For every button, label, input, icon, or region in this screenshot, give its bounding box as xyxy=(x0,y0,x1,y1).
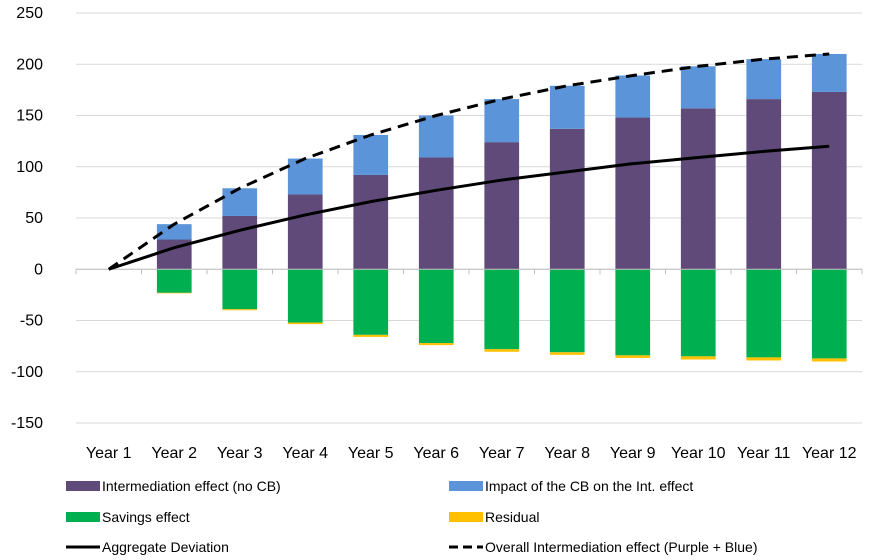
y-tick-label-150: 150 xyxy=(16,108,43,125)
legend-label: Impact of the CB on the Int. effect xyxy=(485,478,693,494)
bar-residual-year-11 xyxy=(746,357,782,361)
bar-savings-effect-year-6 xyxy=(418,269,454,344)
bar-savings-effect-year-4 xyxy=(287,269,323,323)
legend-label: Aggregate Deviation xyxy=(102,539,229,555)
legend-label: Residual xyxy=(485,509,539,525)
bar-impact-of-the-cb-on-the-int-effect-year-12 xyxy=(811,54,847,92)
y-tick-label-50: 50 xyxy=(25,210,43,227)
bar-intermediation-effect-no-cb-year-7 xyxy=(484,142,520,270)
bar-impact-of-the-cb-on-the-int-effect-year-3 xyxy=(222,188,258,216)
x-tick-label-year-3: Year 3 xyxy=(217,445,263,462)
x-tick-label-year-6: Year 6 xyxy=(413,445,459,462)
bar-residual-year-9 xyxy=(615,355,651,358)
line-overall-intermediation-effect-purple-blue xyxy=(107,52,830,271)
y-axis-tick-labels: 250 200 150 100 50 0 -50 -100 -150 xyxy=(11,5,43,432)
bar-savings-effect-year-12 xyxy=(811,269,847,359)
bar-intermediation-effect-no-cb-year-11 xyxy=(746,99,782,270)
y-tick-label-0: 0 xyxy=(34,261,43,278)
legend: Intermediation effect (no CB) Impact of t… xyxy=(66,478,758,555)
legend-item-intermediation-effect-no-cb: Intermediation effect (no CB) xyxy=(66,478,281,494)
bar-impact-of-the-cb-on-the-int-effect-year-2 xyxy=(156,224,192,240)
x-tick-label-year-11: Year 11 xyxy=(737,445,790,462)
bar-intermediation-effect-no-cb-year-8 xyxy=(549,128,585,270)
bar-residual-year-8 xyxy=(549,352,585,355)
bar-impact-of-the-cb-on-the-int-effect-year-6 xyxy=(418,115,454,158)
x-tick-label-year-5: Year 5 xyxy=(348,445,394,462)
bar-savings-effect-year-5 xyxy=(353,269,389,335)
y-tick-label--100: -100 xyxy=(11,364,43,381)
legend-item-impact-of-the-cb-on-the-int-effect: Impact of the CB on the Int. effect xyxy=(449,478,693,494)
bar-residual-year-2 xyxy=(156,292,192,294)
legend-swatch xyxy=(66,512,100,522)
y-tick-label-100: 100 xyxy=(16,159,43,176)
bar-residual-year-4 xyxy=(287,322,323,325)
bar-impact-of-the-cb-on-the-int-effect-year-4 xyxy=(287,158,323,195)
bar-residual-year-6 xyxy=(418,343,454,346)
legend-label: Savings effect xyxy=(102,509,190,525)
legend-swatch xyxy=(449,481,483,491)
bar-impact-of-the-cb-on-the-int-effect-year-11 xyxy=(746,59,782,100)
bar-impact-of-the-cb-on-the-int-effect-year-8 xyxy=(549,85,585,129)
bar-impact-of-the-cb-on-the-int-effect-year-10 xyxy=(680,66,716,109)
bar-savings-effect-year-8 xyxy=(549,269,585,353)
legend-swatch xyxy=(449,512,483,522)
bar-savings-effect-year-9 xyxy=(615,269,651,356)
bar-residual-year-12 xyxy=(811,358,847,362)
x-tick-label-year-12: Year 12 xyxy=(802,445,857,462)
bar-intermediation-effect-no-cb-year-10 xyxy=(680,108,716,270)
bar-savings-effect-year-11 xyxy=(746,269,782,358)
legend-item-overall-intermediation-effect-purple-blue: Overall Intermediation effect (Purple + … xyxy=(449,539,758,555)
y-tick-label-200: 200 xyxy=(16,56,43,73)
bar-residual-year-7 xyxy=(484,349,520,352)
bar-intermediation-effect-no-cb-year-5 xyxy=(353,174,389,270)
bar-impact-of-the-cb-on-the-int-effect-year-7 xyxy=(484,99,520,143)
bar-residual-year-3 xyxy=(222,309,258,311)
gridlines xyxy=(76,12,862,424)
series-lines xyxy=(107,52,830,271)
bar-intermediation-effect-no-cb-year-12 xyxy=(811,91,847,270)
y-tick-label-250: 250 xyxy=(16,5,43,22)
bars xyxy=(156,54,847,362)
legend-label: Intermediation effect (no CB) xyxy=(102,478,281,494)
x-axis-tick-labels: Year 1 Year 2 Year 3 Year 4 Year 5 Year 6 Year… xyxy=(86,445,857,462)
y-tick-label--150: -150 xyxy=(11,415,43,432)
bar-intermediation-effect-no-cb-year-3 xyxy=(222,215,258,270)
x-tick-label-year-7: Year 7 xyxy=(479,445,525,462)
legend-item-residual: Residual xyxy=(449,509,539,525)
bar-savings-effect-year-3 xyxy=(222,269,258,310)
bar-savings-effect-year-7 xyxy=(484,269,520,350)
x-tick-label-year-10: Year 10 xyxy=(671,445,726,462)
x-axis xyxy=(75,268,863,275)
y-tick-label--50: -50 xyxy=(20,313,43,330)
bar-savings-effect-year-2 xyxy=(156,269,192,293)
bar-intermediation-effect-no-cb-year-9 xyxy=(615,117,651,270)
bar-impact-of-the-cb-on-the-int-effect-year-9 xyxy=(615,75,651,118)
bar-intermediation-effect-no-cb-year-6 xyxy=(418,157,454,270)
bar-residual-year-5 xyxy=(353,334,389,337)
bar-intermediation-effect-no-cb-year-4 xyxy=(287,194,323,270)
legend-item-savings-effect: Savings effect xyxy=(66,509,190,525)
x-tick-label-year-1: Year 1 xyxy=(86,445,132,462)
x-tick-label-year-4: Year 4 xyxy=(282,445,328,462)
legend-label: Overall Intermediation effect (Purple + … xyxy=(485,539,758,555)
legend-item-aggregate-deviation: Aggregate Deviation xyxy=(66,539,229,555)
x-tick-label-year-2: Year 2 xyxy=(151,445,197,462)
x-tick-label-year-8: Year 8 xyxy=(544,445,590,462)
line-aggregate-deviation xyxy=(108,144,830,271)
bar-savings-effect-year-10 xyxy=(680,269,716,357)
legend-swatch xyxy=(66,481,100,491)
bar-impact-of-the-cb-on-the-int-effect-year-5 xyxy=(353,134,389,175)
bar-residual-year-10 xyxy=(680,356,716,360)
x-tick-label-year-9: Year 9 xyxy=(610,445,656,462)
